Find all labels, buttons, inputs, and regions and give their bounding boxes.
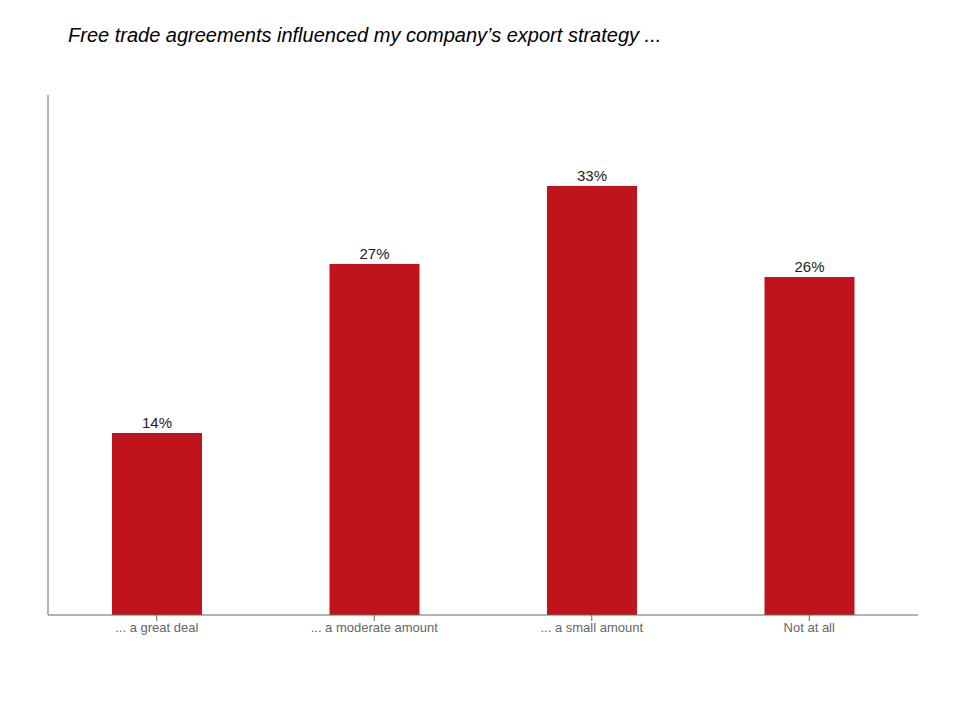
svg-text:Not at all: Not at all — [784, 620, 835, 635]
svg-text:26%: 26% — [794, 258, 824, 275]
html-text:Free trade agreements influenc: Free trade agreements influenced my comp… — [68, 24, 662, 46]
svg-text:33%: 33% — [577, 167, 607, 184]
svg-text:... a great deal: ... a great deal — [115, 620, 198, 635]
svg-text:14%: 14% — [142, 414, 172, 431]
svg-text:... a moderate amount: ... a moderate amount — [311, 620, 439, 635]
svg-text:27%: 27% — [359, 245, 389, 262]
svg-text:... a small amount: ... a small amount — [540, 620, 643, 635]
